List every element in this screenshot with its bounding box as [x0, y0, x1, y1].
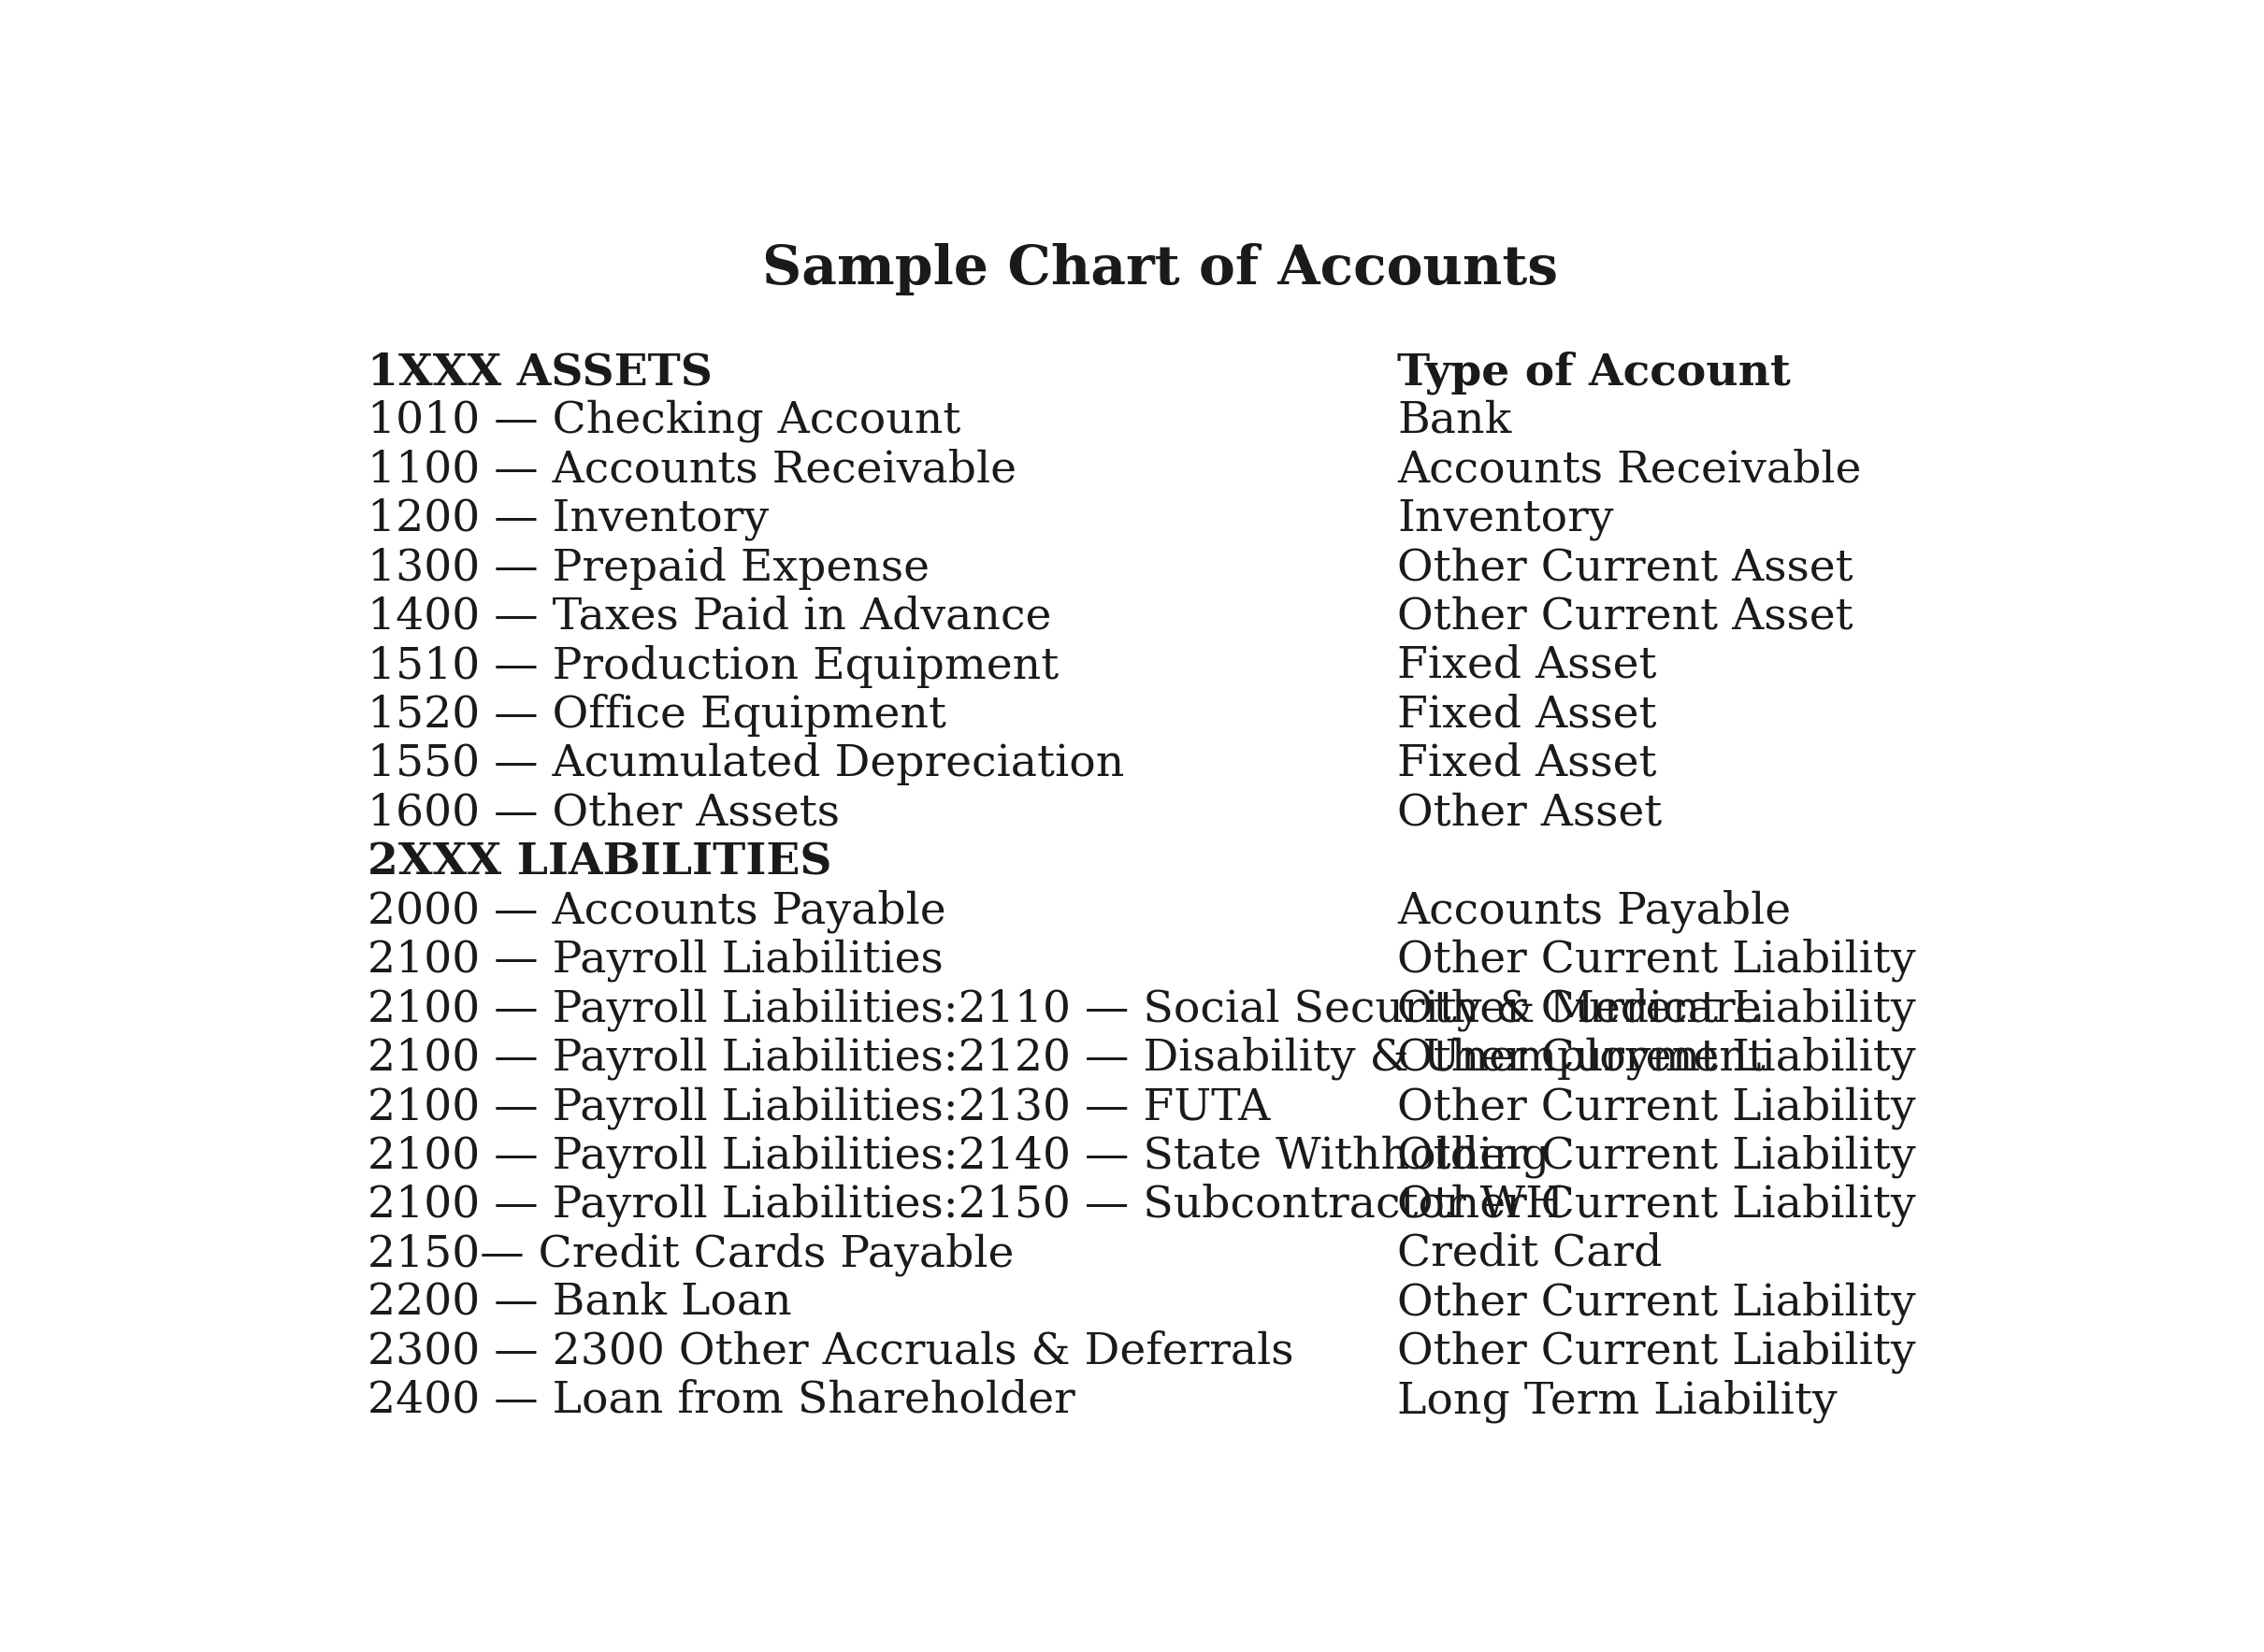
Text: 2100 — Payroll Liabilities:2140 — State Withholding: 2100 — Payroll Liabilities:2140 — State …: [367, 1135, 1549, 1178]
Text: 1400 — Taxes Paid in Advance: 1400 — Taxes Paid in Advance: [367, 596, 1050, 638]
Text: Other Current Liability: Other Current Liability: [1397, 1135, 1915, 1178]
Text: Bank: Bank: [1397, 400, 1512, 443]
Text: 2100 — Payroll Liabilities:2130 — FUTA: 2100 — Payroll Liabilities:2130 — FUTA: [367, 1085, 1270, 1128]
Text: 1200 — Inventory: 1200 — Inventory: [367, 497, 767, 540]
Text: Other Asset: Other Asset: [1397, 791, 1662, 834]
Text: 2200 — Bank Loan: 2200 — Bank Loan: [367, 1282, 792, 1323]
Text: Credit Card: Credit Card: [1397, 1232, 1662, 1275]
Text: Other Current Liability: Other Current Liability: [1397, 988, 1915, 1031]
Text: 1600 — Other Assets: 1600 — Other Assets: [367, 791, 840, 834]
Text: 2100 — Payroll Liabilities:2110 — Social Security & Medicare: 2100 — Payroll Liabilities:2110 — Social…: [367, 988, 1761, 1031]
Text: Inventory: Inventory: [1397, 497, 1614, 540]
Text: Other Current Liability: Other Current Liability: [1397, 1085, 1915, 1128]
Text: Sample Chart of Accounts: Sample Chart of Accounts: [763, 243, 1558, 296]
Text: Other Current Liability: Other Current Liability: [1397, 1282, 1915, 1325]
Text: 2000 — Accounts Payable: 2000 — Accounts Payable: [367, 889, 946, 933]
Text: 1010 — Checking Account: 1010 — Checking Account: [367, 400, 960, 443]
Text: Other Current Liability: Other Current Liability: [1397, 938, 1915, 981]
Text: Other Current Asset: Other Current Asset: [1397, 596, 1854, 638]
Text: 2300 — 2300 Other Accruals & Deferrals: 2300 — 2300 Other Accruals & Deferrals: [367, 1330, 1293, 1373]
Text: 1300 — Prepaid Expense: 1300 — Prepaid Expense: [367, 547, 928, 590]
Text: Other Current Liability: Other Current Liability: [1397, 1330, 1915, 1374]
Text: Other Current Liability: Other Current Liability: [1397, 1183, 1915, 1227]
Text: Fixed Asset: Fixed Asset: [1397, 743, 1657, 785]
Text: 1100 — Accounts Receivable: 1100 — Accounts Receivable: [367, 449, 1017, 491]
Text: 2100 — Payroll Liabilities:2150 — Subcontractor WH: 2100 — Payroll Liabilities:2150 — Subcon…: [367, 1183, 1564, 1227]
Text: Other Current Liability: Other Current Liability: [1397, 1036, 1915, 1080]
Text: Other Current Asset: Other Current Asset: [1397, 547, 1854, 590]
Text: Fixed Asset: Fixed Asset: [1397, 644, 1657, 687]
Text: 1520 — Office Equipment: 1520 — Office Equipment: [367, 694, 946, 737]
Text: 2150— Credit Cards Payable: 2150— Credit Cards Payable: [367, 1232, 1014, 1275]
Text: 2XXX LIABILITIES: 2XXX LIABILITIES: [367, 841, 831, 884]
Text: Type of Account: Type of Account: [1397, 350, 1791, 395]
Text: Fixed Asset: Fixed Asset: [1397, 694, 1657, 737]
Text: Long Term Liability: Long Term Liability: [1397, 1379, 1838, 1422]
Text: Accounts Payable: Accounts Payable: [1397, 889, 1791, 933]
Text: 1XXX ASSETS: 1XXX ASSETS: [367, 350, 713, 393]
Text: 1550 — Acumulated Depreciation: 1550 — Acumulated Depreciation: [367, 743, 1125, 786]
Text: 1510 — Production Equipment: 1510 — Production Equipment: [367, 644, 1060, 687]
Text: 2400 — Loan from Shareholder: 2400 — Loan from Shareholder: [367, 1379, 1075, 1422]
Text: Accounts Receivable: Accounts Receivable: [1397, 449, 1861, 491]
Text: 2100 — Payroll Liabilities:2120 — Disability & Unemployment: 2100 — Payroll Liabilities:2120 — Disabi…: [367, 1036, 1766, 1080]
Text: 2100 — Payroll Liabilities: 2100 — Payroll Liabilities: [367, 938, 944, 981]
